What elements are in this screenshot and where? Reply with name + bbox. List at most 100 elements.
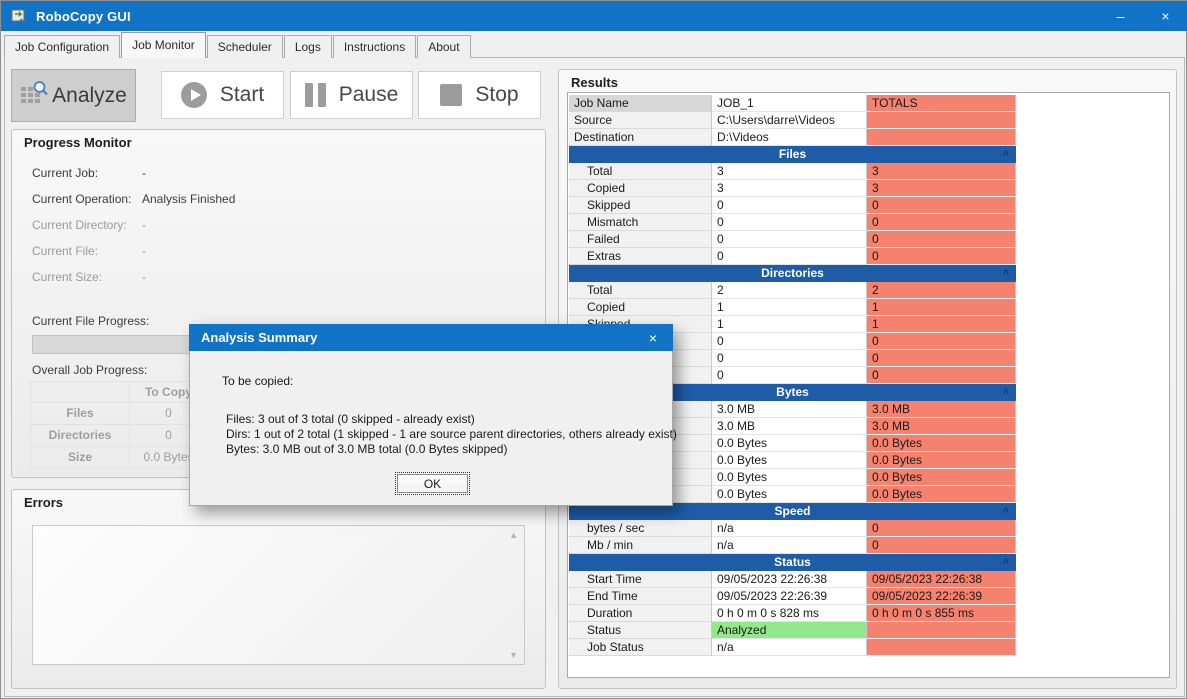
tab-instructions[interactable]: Instructions (332, 35, 417, 58)
results-row-value: 0 h 0 m 0 s 828 ms (712, 605, 867, 622)
tab-strip: Job Configuration Job Monitor Scheduler Log… (4, 32, 472, 58)
results-section-header-files[interactable]: Files ˄ (569, 146, 1016, 163)
results-title: Results (571, 75, 618, 90)
minimize-button[interactable]: – (1116, 8, 1125, 24)
results-row-label: Total (569, 282, 712, 299)
results-row-files-copied: Copied 3 3 (569, 180, 1016, 197)
progress-field-label: Current File: (32, 244, 99, 258)
tab-job-monitor[interactable]: Job Monitor (121, 32, 206, 58)
stop-label: Stop (475, 83, 519, 106)
overall-job-progress-label: Overall Job Progress: (32, 363, 148, 377)
results-row-directories-copied: Copied 1 1 (569, 299, 1016, 316)
dialog-close-icon[interactable]: × (648, 329, 658, 346)
results-row-total: 1 (867, 299, 1016, 316)
results-row-total: 0 (867, 214, 1016, 231)
results-row-value: 0 (712, 231, 867, 248)
results-row-total: 0 (867, 333, 1016, 350)
tab-scheduler[interactable]: Scheduler (206, 35, 283, 58)
results-row-total: 0.0 Bytes (867, 435, 1016, 452)
results-row-label: Failed (569, 231, 712, 248)
results-section-header-bytes[interactable]: Bytes ˄ (569, 384, 1016, 401)
collapse-chevron-icon[interactable]: ˄ (1002, 386, 1009, 398)
errors-title: Errors (24, 495, 64, 510)
results-row-total: 0 (867, 537, 1016, 554)
progress-field-label: Current Job: (32, 166, 99, 180)
results-row-total: 09/05/2023 22:26:38 (867, 571, 1016, 588)
collapse-chevron-icon[interactable]: ˄ (1002, 505, 1009, 517)
start-label: Start (219, 83, 265, 106)
results-section-header-speed[interactable]: Speed ˄ (569, 503, 1016, 520)
results-row-total (867, 622, 1016, 639)
results-row-value: 0.0 Bytes (712, 452, 867, 469)
results-row-value: 0.0 Bytes (712, 469, 867, 486)
progress-field-value: - (142, 218, 146, 232)
dialog-summary-line: Dirs: 1 out of 2 total (1 skipped - 1 ar… (226, 427, 677, 441)
results-row-total: 0.0 Bytes (867, 452, 1016, 469)
results-row-total: 0.0 Bytes (867, 469, 1016, 486)
results-row-value: C:\Users\darre\Videos (712, 112, 867, 129)
overall-table-row-directories: Directories 0 (30, 425, 208, 447)
analyze-button[interactable]: Analyze (11, 69, 136, 122)
dialog-summary-line: Bytes: 3.0 MB out of 3.0 MB total (0.0 B… (226, 442, 508, 456)
stop-icon (440, 84, 463, 106)
results-row-value: D:\Videos (712, 129, 867, 146)
close-button[interactable]: × (1161, 8, 1170, 24)
results-row-status-job-status: Job Status n/a (569, 639, 1016, 656)
results-row-value: 0.0 Bytes (712, 435, 867, 452)
errors-textbox[interactable]: ▲ ▼ (32, 525, 525, 665)
pause-button[interactable]: Pause (290, 71, 413, 119)
results-section-header-status[interactable]: Status ˄ (569, 554, 1016, 571)
tab-job-configuration[interactable]: Job Configuration (4, 35, 121, 58)
collapse-chevron-icon[interactable]: ˄ (1002, 148, 1009, 160)
overall-table-header-row: To Copy (30, 381, 208, 403)
pause-icon (304, 83, 326, 107)
results-row-total: 3.0 MB (867, 418, 1016, 435)
collapse-chevron-icon[interactable]: ˄ (1002, 267, 1009, 279)
progress-field-current-operation: Current Operation: Analysis Finished (32, 192, 532, 208)
scroll-down-icon[interactable]: ▼ (509, 650, 518, 660)
progress-field-label: Current Size: (32, 270, 103, 284)
tab-logs[interactable]: Logs (283, 35, 332, 58)
progress-field-value: - (142, 270, 146, 284)
results-row-files-total: Total 3 3 (569, 163, 1016, 180)
play-icon (180, 82, 207, 108)
results-row-label: End Time (569, 588, 712, 605)
scroll-up-icon[interactable]: ▲ (509, 530, 518, 540)
results-row-status-start-time: Start Time 09/05/2023 22:26:38 09/05/2023 … (569, 571, 1016, 588)
progress-field-value: - (142, 244, 146, 258)
progress-field-label: Current Directory: (32, 218, 127, 232)
results-row-label: Extras (569, 248, 712, 265)
results-row-status-status: Status Analyzed (569, 622, 1016, 639)
tab-about[interactable]: About (417, 35, 471, 58)
app-icon (11, 9, 28, 24)
dialog-summary-line: Files: 3 out of 3 total (0 skipped - alr… (226, 412, 475, 426)
stop-button[interactable]: Stop (418, 71, 541, 119)
dialog-title: Analysis Summary (201, 330, 318, 345)
results-row-value: 0 (712, 248, 867, 265)
results-row-speed-bytes-sec: bytes / sec n/a 0 (569, 520, 1016, 537)
results-row-files-failed: Failed 0 0 (569, 231, 1016, 248)
results-row-value: n/a (712, 537, 867, 554)
results-row-label: Total (569, 163, 712, 180)
results-row-status-duration: Duration 0 h 0 m 0 s 828 ms 0 h 0 m 0 s 85… (569, 605, 1016, 622)
ok-button[interactable]: OK (395, 472, 470, 495)
results-row-label: Copied (569, 180, 712, 197)
start-button[interactable]: Start (161, 71, 284, 119)
results-row-status-end-time: End Time 09/05/2023 22:26:39 09/05/2023 22… (569, 588, 1016, 605)
collapse-chevron-icon[interactable]: ˄ (1002, 556, 1009, 568)
window-title: RoboCopy GUI (36, 8, 131, 24)
results-row-total: 0 h 0 m 0 s 855 ms (867, 605, 1016, 622)
results-row-label: Mb / min (569, 537, 712, 554)
results-row-label: Duration (569, 605, 712, 622)
progress-field-value: - (142, 166, 146, 180)
results-row-value: JOB_1 (712, 95, 867, 112)
results-row-total: 0 (867, 197, 1016, 214)
results-row-value: 1 (712, 316, 867, 333)
pause-label: Pause (338, 83, 399, 106)
analysis-summary-dialog: Analysis Summary × To be copied: Files: … (189, 324, 677, 506)
results-section-header-directories[interactable]: Directories ˄ (569, 265, 1016, 282)
results-row-total: 0 (867, 520, 1016, 537)
results-row-total: 1 (867, 316, 1016, 333)
ok-button-face (397, 474, 468, 493)
overall-table-row-label: Files (30, 403, 130, 425)
